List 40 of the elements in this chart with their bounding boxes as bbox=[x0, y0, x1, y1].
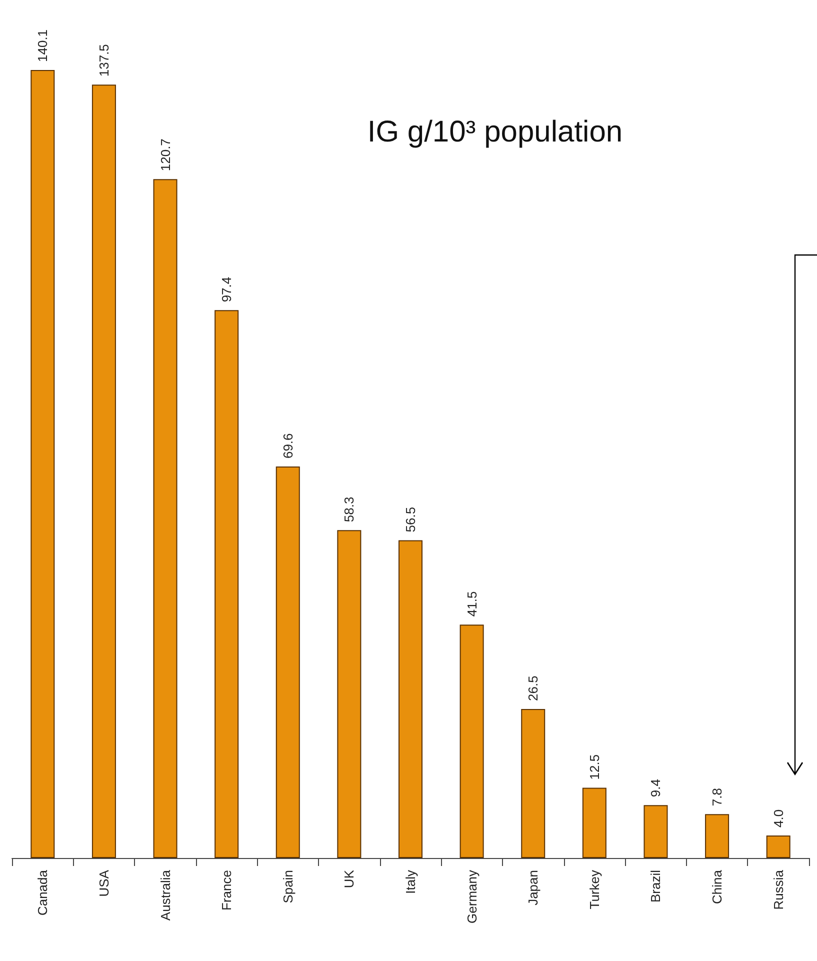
bar bbox=[30, 70, 55, 858]
bar bbox=[398, 540, 422, 858]
data-label: 26.5 bbox=[526, 676, 541, 701]
data-label: 58.3 bbox=[342, 496, 357, 522]
data-label: 7.8 bbox=[710, 788, 725, 806]
bar bbox=[460, 624, 484, 858]
bar bbox=[582, 788, 606, 858]
data-label: 56.5 bbox=[403, 506, 418, 532]
text: IG g/10³ population bbox=[367, 116, 623, 148]
x-tick-label: Italy bbox=[403, 870, 418, 894]
bar bbox=[92, 84, 116, 858]
data-label: 120.7 bbox=[158, 138, 173, 172]
data-label: 4.0 bbox=[770, 809, 786, 828]
data-label: 12.5 bbox=[586, 754, 602, 780]
x-tick-label: Japan bbox=[526, 870, 541, 906]
bar bbox=[337, 530, 362, 858]
x-tick-label: Australia bbox=[158, 869, 173, 921]
data-label: 41.5 bbox=[464, 591, 480, 617]
x-tick-label: Spain bbox=[280, 870, 296, 904]
bar bbox=[705, 814, 730, 858]
bar bbox=[214, 310, 239, 858]
x-tick-label: Germany bbox=[464, 870, 480, 924]
bar bbox=[644, 805, 668, 858]
data-label: 140.1 bbox=[35, 29, 50, 62]
x-tick-label: Russia bbox=[770, 869, 786, 910]
x-tick-label: Brazil bbox=[648, 870, 664, 903]
bar bbox=[766, 836, 790, 858]
data-label: 9.4 bbox=[648, 779, 664, 798]
data-label: 97.4 bbox=[219, 276, 234, 302]
x-tick-label: France bbox=[219, 870, 234, 910]
bar bbox=[521, 708, 546, 858]
data-label: 69.6 bbox=[280, 433, 296, 459]
x-tick-label: Canada bbox=[35, 869, 50, 916]
x-tick-label: UK bbox=[342, 870, 357, 888]
x-tick-label: Turkey bbox=[586, 870, 602, 910]
data-label: 137.5 bbox=[96, 44, 112, 77]
x-tick-label: China bbox=[710, 869, 725, 904]
bar bbox=[153, 179, 178, 858]
bar bbox=[276, 466, 300, 858]
x-tick-label: USA bbox=[96, 870, 112, 897]
